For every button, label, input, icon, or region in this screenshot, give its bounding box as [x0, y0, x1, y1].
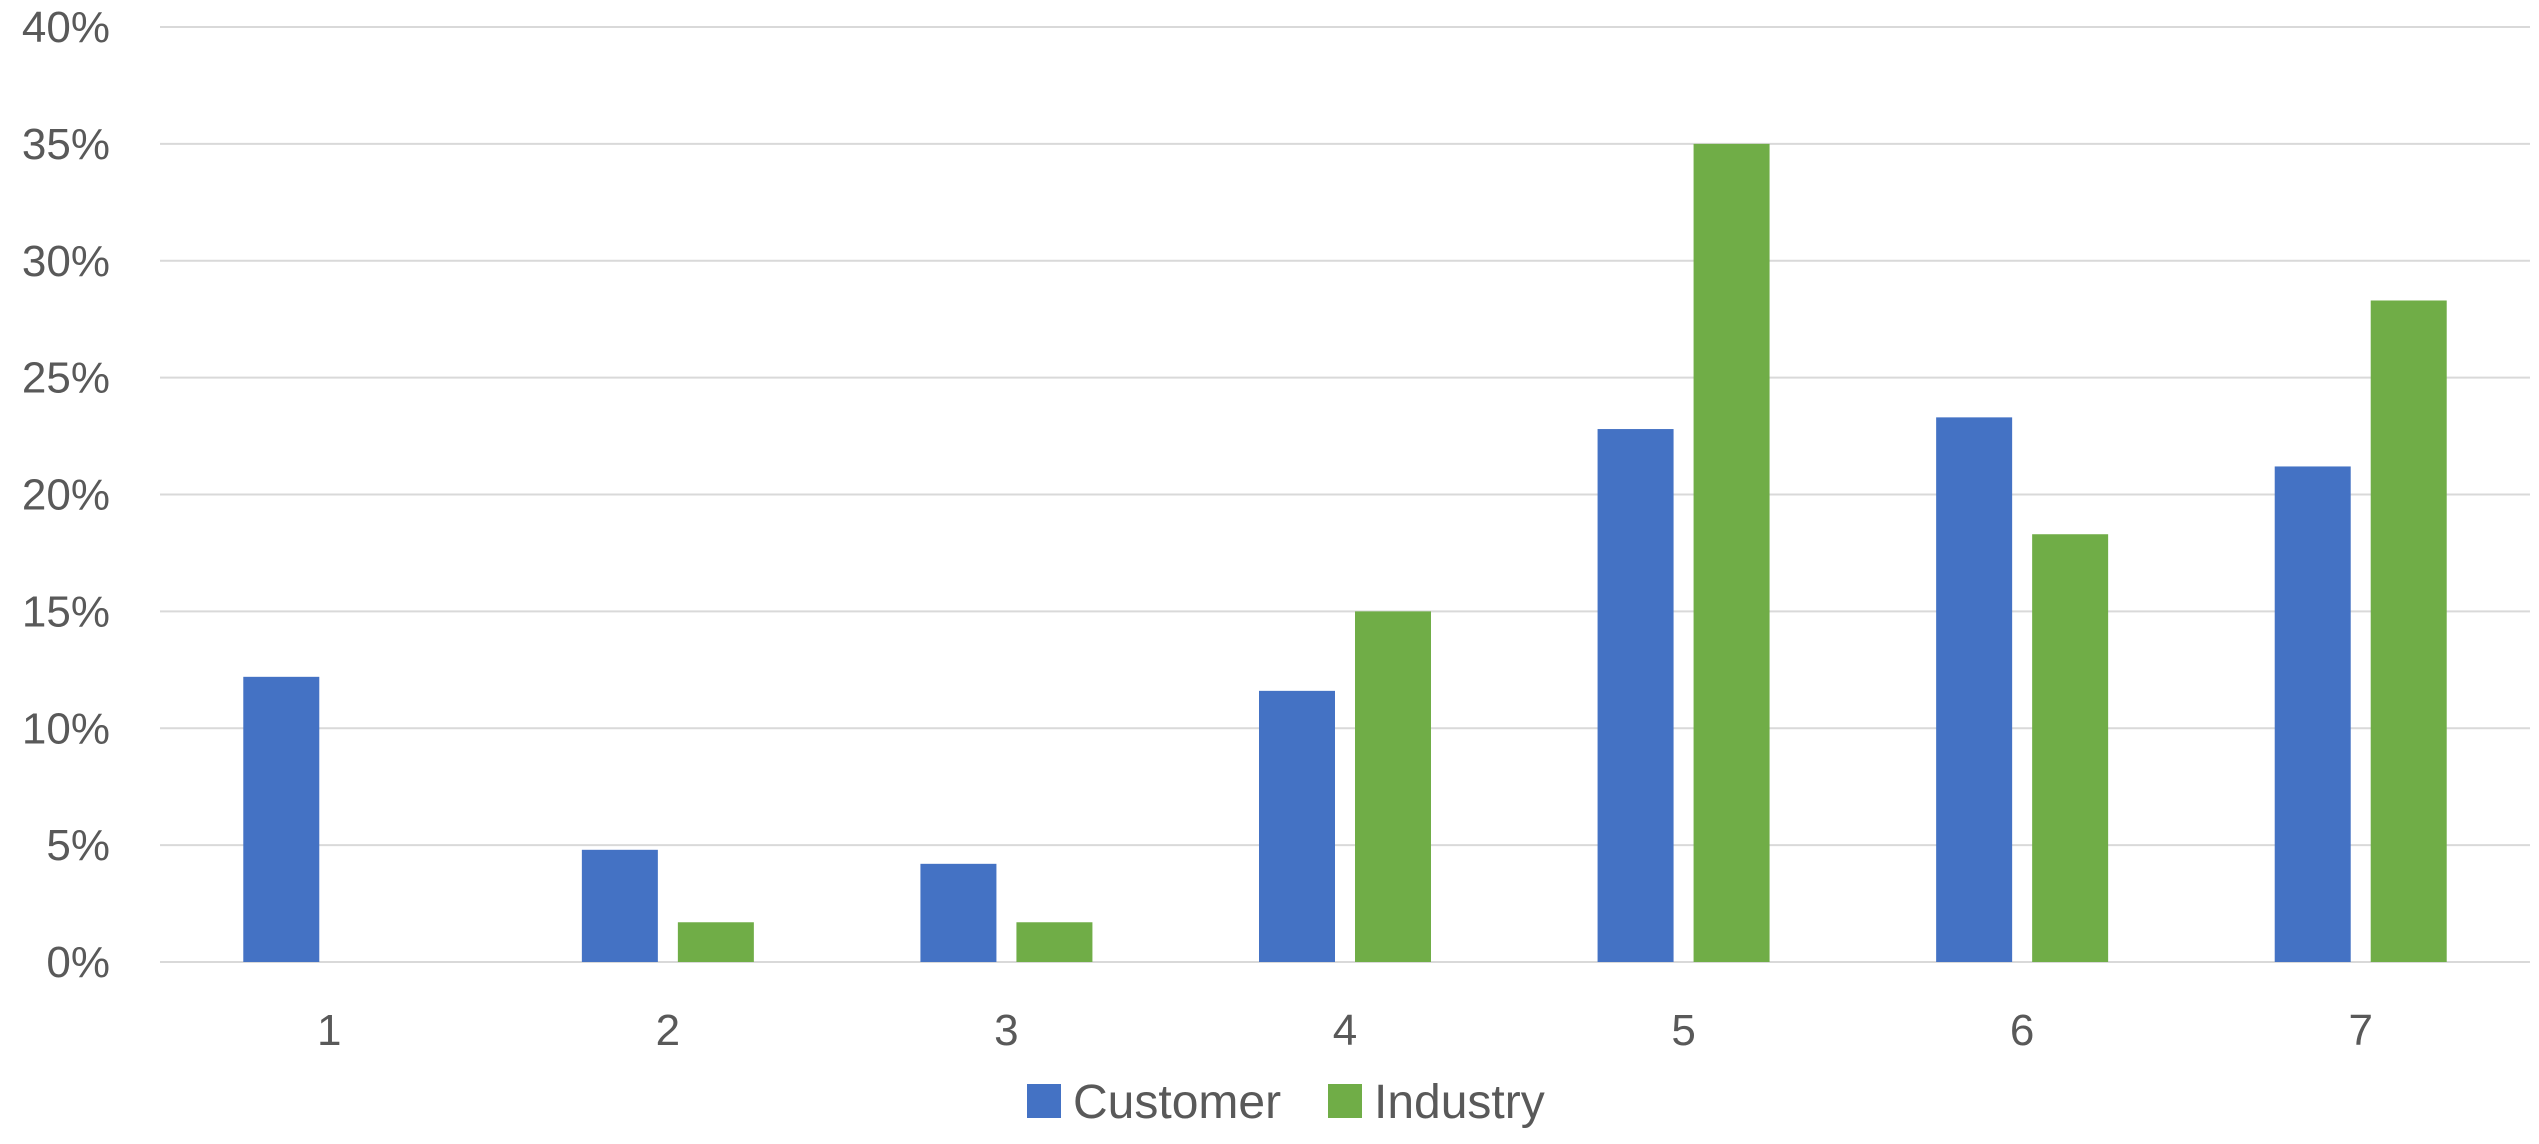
bar-industry-5: [1693, 143, 1770, 962]
bar-industry-7: [2370, 300, 2447, 962]
gridlines: [160, 26, 2530, 963]
x-tick-label: 3: [994, 1006, 1018, 1055]
x-tick-label: 2: [656, 1006, 680, 1055]
bar-industry-3: [1016, 922, 1093, 962]
legend-label-industry: Industry: [1374, 1076, 1545, 1129]
bar-customer-1: [243, 676, 320, 962]
bar-customer-3: [920, 863, 997, 962]
y-tick-label: 10%: [22, 704, 110, 753]
bar-industry-4: [1355, 611, 1431, 962]
bar-industry-2: [677, 922, 754, 962]
bar-customer-5: [1597, 429, 1674, 962]
x-axis-tick-labels: 1 2 3 4 5 6 7: [317, 1006, 2373, 1055]
bar-customer-4: [1259, 690, 1335, 962]
legend-label-customer: Customer: [1073, 1076, 1281, 1129]
y-axis-tick-labels: 0% 5% 10% 15% 20% 25% 30% 35% 40%: [22, 3, 110, 987]
y-tick-label: 5%: [46, 821, 110, 870]
bars: [243, 143, 2447, 962]
legend-swatch-customer: [1027, 1084, 1061, 1118]
bar-customer-2: [581, 849, 658, 962]
legend: Customer Industry: [1027, 1076, 1545, 1129]
y-tick-label: 35%: [22, 120, 110, 169]
x-tick-label: 1: [317, 1006, 341, 1055]
y-tick-label: 20%: [22, 471, 110, 520]
bar-industry-6: [2032, 534, 2109, 962]
x-tick-label: 6: [2010, 1006, 2034, 1055]
x-tick-label: 7: [2348, 1006, 2372, 1055]
y-tick-label: 15%: [22, 587, 110, 636]
y-tick-label: 40%: [22, 3, 110, 52]
x-tick-label: 5: [1671, 1006, 1695, 1055]
y-tick-label: 0%: [46, 938, 110, 987]
bar-customer-7: [2274, 466, 2351, 962]
y-tick-label: 30%: [22, 237, 110, 286]
bar-customer-6: [1936, 417, 2013, 962]
legend-swatch-industry: [1328, 1084, 1362, 1118]
x-tick-label: 4: [1333, 1006, 1357, 1055]
y-tick-label: 25%: [22, 354, 110, 403]
